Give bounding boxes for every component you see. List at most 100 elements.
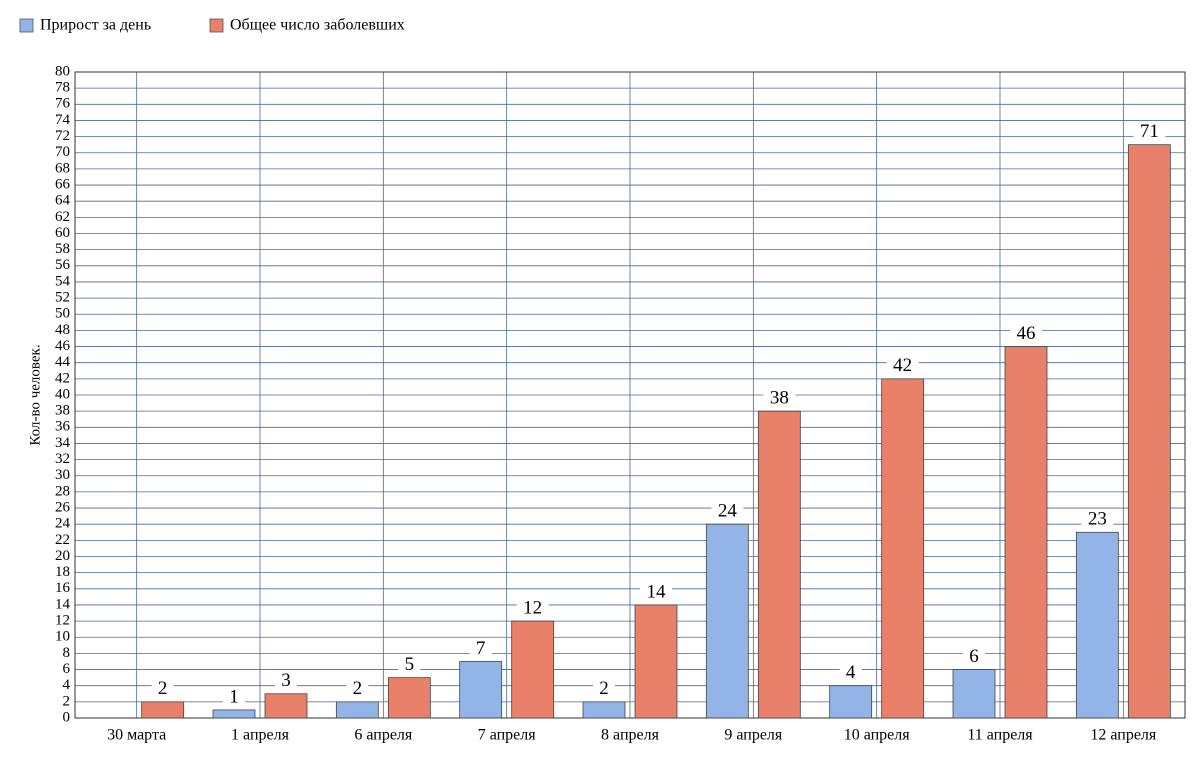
x-tick-label: 9 апреля: [724, 727, 783, 744]
value-label: 38: [770, 388, 789, 409]
x-tick-label: 6 апреля: [354, 727, 413, 744]
y-tick-label: 62: [55, 209, 70, 225]
value-label-bg: [886, 356, 919, 377]
value-label-bg: [1081, 510, 1114, 531]
value-label: 23: [1088, 509, 1107, 530]
value-label-bg: [151, 679, 174, 700]
value-label: 71: [1140, 121, 1159, 142]
y-tick-label: 74: [55, 112, 71, 128]
value-label-bg: [963, 647, 985, 668]
y-tick-label: 8: [63, 645, 71, 661]
value-label: 14: [647, 581, 667, 602]
value-label-bg: [839, 663, 862, 684]
x-tick-label: 1 апреля: [231, 727, 290, 744]
bar: [264, 693, 308, 719]
y-tick-label: 52: [55, 290, 70, 306]
value-label-bg: [1133, 122, 1166, 143]
x-tick-label: 7 апреля: [478, 727, 537, 744]
value-label-bg: [711, 502, 744, 523]
plot-frame: [74, 71, 1186, 719]
y-tick-label: 50: [55, 306, 70, 322]
y-tick-label: 72: [55, 128, 70, 144]
x-tick-label: 12 апреля: [1090, 727, 1157, 744]
value-label: 6: [969, 646, 979, 667]
y-tick-label: 60: [55, 225, 70, 241]
y-tick-label: 70: [55, 144, 70, 160]
value-label-bg: [516, 599, 549, 620]
y-tick-label: 36: [55, 419, 71, 435]
value-label: 3: [281, 670, 291, 691]
value-label-bg: [223, 687, 245, 708]
value-label-bg: [346, 679, 369, 700]
bar: [459, 661, 503, 719]
bar: [1004, 346, 1048, 719]
bar: [705, 523, 749, 719]
bar: [634, 604, 678, 719]
y-tick-label: 18: [55, 564, 70, 580]
bar: [511, 620, 555, 719]
bar: [335, 701, 379, 719]
bar: [1127, 144, 1171, 719]
value-label: 12: [523, 597, 542, 618]
value-label: 7: [476, 638, 486, 659]
bar: [757, 410, 801, 719]
y-tick-label: 54: [55, 273, 71, 289]
x-tick-label: 8 апреля: [601, 727, 660, 744]
y-tick-label: 20: [55, 548, 70, 564]
y-tick-label: 76: [55, 96, 71, 112]
y-tick-label: 22: [55, 532, 70, 548]
bar: [141, 701, 185, 719]
x-tick-label: 10 апреля: [844, 727, 911, 744]
y-tick-label: 64: [55, 193, 71, 209]
bar: [952, 669, 996, 719]
y-tick-label: 28: [55, 483, 70, 499]
y-tick-label: 56: [55, 257, 71, 273]
value-label: 1: [229, 686, 239, 707]
y-tick-label: 30: [55, 467, 70, 483]
y-tick-label: 10: [55, 629, 70, 645]
value-label-bg: [275, 671, 297, 692]
y-tick-label: 46: [55, 338, 71, 354]
value-label: 42: [893, 355, 912, 376]
y-tick-label: 58: [55, 241, 70, 257]
bar: [582, 701, 626, 719]
x-tick-label: 11 апреля: [967, 727, 1033, 744]
y-tick-label: 68: [55, 160, 70, 176]
y-tick-label: 14: [55, 596, 71, 612]
bar: [387, 677, 431, 719]
y-axis-label: Кол-во человек.: [27, 344, 43, 445]
y-tick-label: 40: [55, 386, 70, 402]
legend-label: Общее число заболевших: [230, 17, 405, 34]
value-label-bg: [398, 655, 421, 676]
y-tick-label: 78: [55, 80, 70, 96]
y-tick-label: 32: [55, 451, 70, 467]
value-label-bg: [640, 582, 672, 603]
y-tick-label: 34: [55, 435, 71, 451]
y-tick-label: 16: [55, 580, 71, 596]
value-label: 2: [599, 678, 609, 699]
value-label-bg: [593, 679, 615, 700]
y-tick-label: 4: [63, 677, 71, 693]
value-label: 5: [405, 654, 415, 675]
x-tick-label: 30 марта: [107, 727, 166, 744]
y-tick-label: 26: [55, 499, 71, 515]
y-tick-label: 12: [55, 613, 70, 629]
legend-swatch: [209, 18, 224, 33]
bar: [829, 685, 873, 719]
legend-label: Прирост за день: [40, 17, 151, 34]
bar: [881, 378, 925, 719]
y-tick-label: 24: [55, 516, 71, 532]
y-tick-label: 0: [63, 709, 71, 725]
y-tick-label: 48: [55, 322, 70, 338]
value-label: 46: [1017, 323, 1036, 344]
y-tick-label: 2: [63, 693, 71, 709]
value-label-bg: [763, 389, 796, 410]
y-tick-label: 44: [55, 354, 71, 370]
y-tick-label: 38: [55, 403, 70, 419]
legend-swatch: [19, 18, 34, 33]
y-tick-label: 80: [55, 63, 70, 79]
value-label: 4: [846, 662, 856, 683]
bar: [212, 709, 256, 719]
value-label: 2: [158, 678, 168, 699]
